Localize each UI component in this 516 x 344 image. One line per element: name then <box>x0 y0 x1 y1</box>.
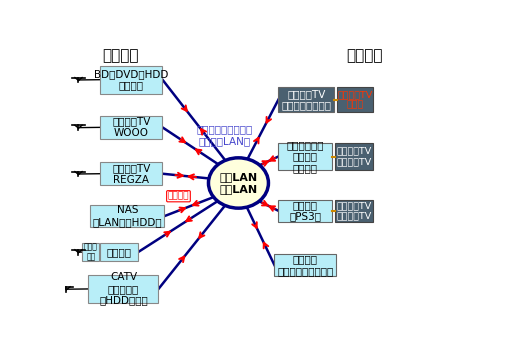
Text: CATV
チューナー
（HDD内蔵）: CATV チューナー （HDD内蔵） <box>99 272 148 305</box>
Text: パソコン
（再生ソフト搭載）: パソコン （再生ソフト搭載） <box>277 254 333 276</box>
FancyBboxPatch shape <box>279 143 332 170</box>
FancyBboxPatch shape <box>101 116 163 139</box>
Text: ダビング: ダビング <box>168 192 189 201</box>
Text: BD・DVD・HDD
レコーダ: BD・DVD・HDD レコーダ <box>94 69 169 90</box>
FancyBboxPatch shape <box>89 275 158 303</box>
FancyBboxPatch shape <box>101 66 163 94</box>
Text: デジタルTV
WOOO: デジタルTV WOOO <box>112 117 151 138</box>
Text: アナログTV
デジタルTV: アナログTV デジタルTV <box>336 201 372 221</box>
Text: パソコン: パソコン <box>107 247 132 257</box>
FancyBboxPatch shape <box>275 254 336 276</box>
Text: ネットワーク
メディア
ブレーヤ: ネットワーク メディア ブレーヤ <box>287 140 324 173</box>
FancyBboxPatch shape <box>83 243 99 261</box>
FancyBboxPatch shape <box>335 200 373 222</box>
Ellipse shape <box>208 158 268 208</box>
Text: NAS
（LAN対応HDD）: NAS （LAN対応HDD） <box>93 205 163 227</box>
Text: 録画機器: 録画機器 <box>102 48 139 63</box>
FancyBboxPatch shape <box>335 143 373 170</box>
Text: 再生機器: 再生機器 <box>346 48 383 63</box>
Text: チュー
ナー: チュー ナー <box>84 242 98 261</box>
Text: 有線LAN
無線LAN: 有線LAN 無線LAN <box>219 172 257 194</box>
FancyBboxPatch shape <box>101 162 163 185</box>
Text: デジタルTV
で視聴: デジタルTV で視聴 <box>337 90 373 109</box>
Text: ホームネットワーク
（家庭内LAN）: ホームネットワーク （家庭内LAN） <box>196 125 253 146</box>
FancyBboxPatch shape <box>337 87 373 112</box>
FancyBboxPatch shape <box>101 243 138 261</box>
Text: デジタルTV
（ブレーヤ内蔵）: デジタルTV （ブレーヤ内蔵） <box>281 89 331 110</box>
Text: デジタルTV
REGZA: デジタルTV REGZA <box>112 163 151 184</box>
Text: ゲーム機
（PS3）: ゲーム機 （PS3） <box>289 200 321 222</box>
Text: アナログTV
デジタルTV: アナログTV デジタルTV <box>336 147 372 166</box>
FancyBboxPatch shape <box>279 200 332 222</box>
FancyBboxPatch shape <box>90 205 165 227</box>
FancyBboxPatch shape <box>279 87 334 112</box>
